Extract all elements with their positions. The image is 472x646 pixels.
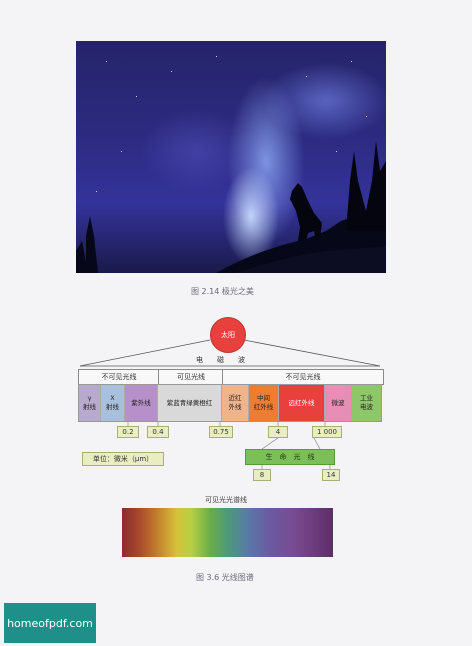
value-0-4: 0.4 xyxy=(147,426,169,438)
spectrum-band-row: γ 射线 X 射线 紫外线 紫蓝青绿黄橙红 近红 外线 中间 红外线 远红外线 … xyxy=(78,384,382,422)
group-invisible-left-label: 不可见光线 xyxy=(101,373,137,381)
watermark-text: homeofpdf.com xyxy=(7,616,93,630)
watermark-logo: homeofpdf.com xyxy=(4,603,96,643)
cell-xray: X 射线 xyxy=(101,385,125,421)
group-invisible-left: 不可见光线 xyxy=(78,369,160,385)
cell-microwave: 微波 xyxy=(325,385,352,421)
visible-spectrum-bar xyxy=(122,508,333,557)
spectrum-title: 可见光光谱线 xyxy=(205,496,247,504)
figure-caption-3-6: 图 3.6 光线图谱 xyxy=(196,573,254,582)
value-0-2: 0.2 xyxy=(117,426,139,438)
value-1000: 1 000 xyxy=(312,426,342,438)
value-14: 14 xyxy=(322,469,340,481)
cell-visible-colors: 紫蓝青绿黄橙红 xyxy=(158,385,222,421)
aurora-photo xyxy=(76,41,386,273)
sun-label: 太阳 xyxy=(221,331,235,339)
cell-far-ir: 远红外线 xyxy=(279,385,325,421)
figure-caption-2-14: 图 2.14 极光之美 xyxy=(191,287,254,296)
em-wave-label: 电 磁 波 xyxy=(196,356,245,364)
cell-near-ir: 近红 外线 xyxy=(222,385,249,421)
cell-uv: 紫外线 xyxy=(125,385,158,421)
value-0-75: 0.75 xyxy=(209,426,233,438)
value-4: 4 xyxy=(268,426,288,438)
group-visible-label: 可见光线 xyxy=(177,373,205,381)
cell-gamma: γ 射线 xyxy=(79,385,101,421)
life-ray-label: 生 命 光 线 xyxy=(265,453,315,461)
life-ray-box: 生 命 光 线 xyxy=(245,449,335,465)
silhouette-landscape xyxy=(76,141,386,273)
cell-mid-ir: 中间 红外线 xyxy=(249,385,279,421)
sun-circle: 太阳 xyxy=(210,317,246,353)
value-8: 8 xyxy=(253,469,271,481)
unit-label: 单位：微米（μm） xyxy=(82,452,164,466)
group-visible: 可见光线 xyxy=(158,369,224,385)
group-invisible-right-label: 不可见光线 xyxy=(285,373,321,381)
group-invisible-right: 不可见光线 xyxy=(222,369,384,385)
cell-industrial: 工业 电波 xyxy=(352,385,381,421)
